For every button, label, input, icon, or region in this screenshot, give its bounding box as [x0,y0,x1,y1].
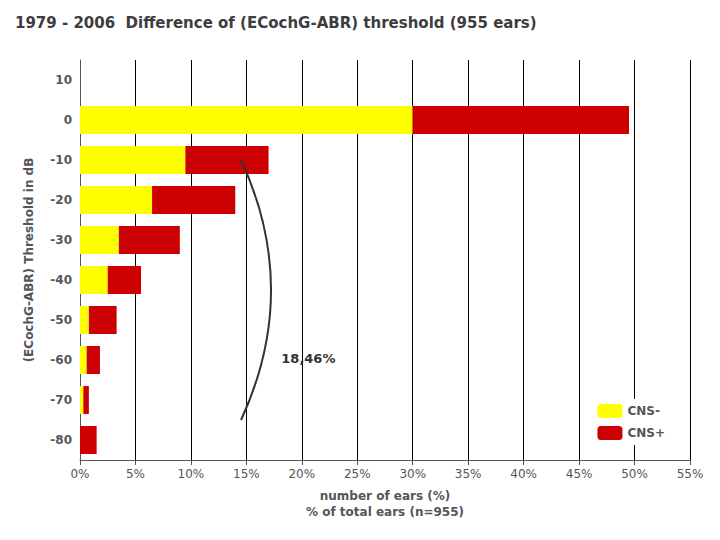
svg-text:40%: 40% [510,467,537,481]
svg-text:-50: -50 [50,313,72,327]
svg-text:(ECochG-ABR) Threshold in dB: (ECochG-ABR) Threshold in dB [22,158,36,363]
svg-text:0: 0 [64,113,72,127]
svg-text:-30: -30 [50,233,72,247]
svg-text:CNS-: CNS- [627,404,659,418]
svg-text:-60: -60 [50,353,72,367]
svg-text:45%: 45% [566,467,593,481]
svg-text:0%: 0% [70,467,89,481]
svg-text:-80: -80 [50,433,72,447]
svg-text:55%: 55% [677,467,704,481]
svg-text:10: 10 [55,73,72,87]
svg-text:CNS+: CNS+ [627,426,665,440]
svg-text:25%: 25% [344,467,371,481]
svg-text:-40: -40 [50,273,72,287]
svg-text:18,46%: 18,46% [281,351,335,366]
svg-text:5%: 5% [126,467,145,481]
svg-text:-70: -70 [50,393,72,407]
svg-text:50%: 50% [621,467,648,481]
svg-text:-10: -10 [50,153,72,167]
svg-text:1979 - 2006 Difference of (EC: 1979 - 2006 Difference of (ECochG-ABR) t… [15,14,537,32]
svg-text:20%: 20% [288,467,315,481]
svg-text:-20: -20 [50,193,72,207]
svg-text:35%: 35% [455,467,482,481]
svg-text:10%: 10% [178,467,205,481]
svg-text:15%: 15% [233,467,260,481]
svg-text:30%: 30% [399,467,426,481]
svg-text:% of total ears (n=955): % of total ears (n=955) [306,505,464,519]
svg-text:number of ears (%): number of ears (%) [320,489,451,503]
